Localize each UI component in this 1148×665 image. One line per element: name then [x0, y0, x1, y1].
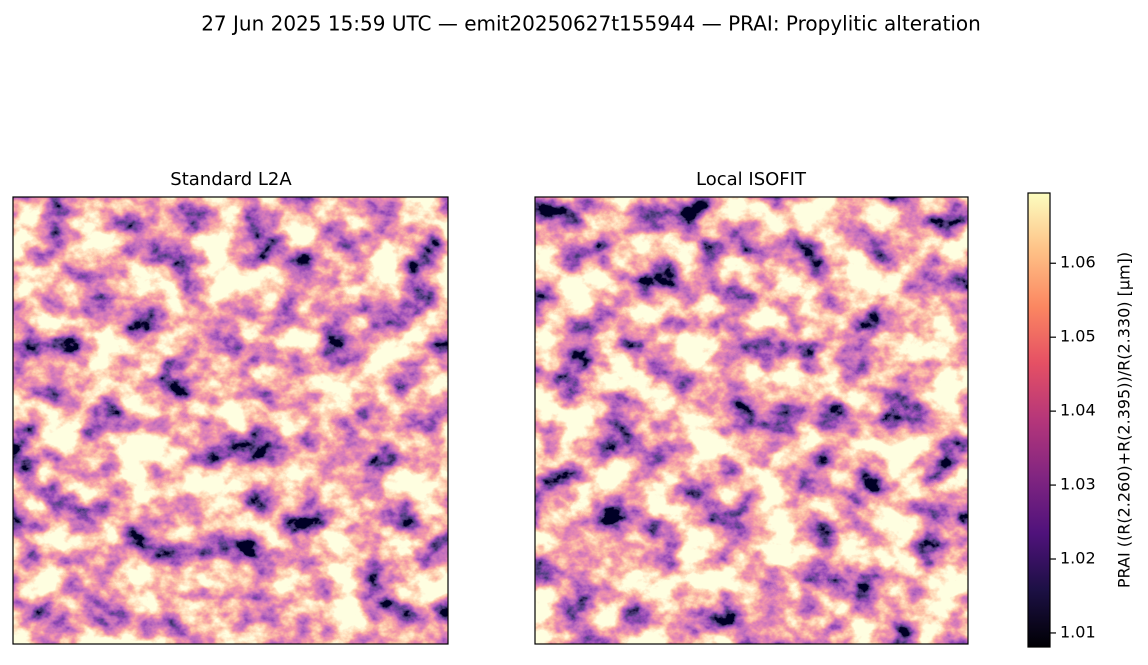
colorbar-tick-label: 1.05 [1060, 327, 1096, 346]
colorbar-label: PRAI ((R(2.260)+R(2.395))/R(2.330) [µm]) [1115, 252, 1134, 588]
image-panel [535, 197, 968, 644]
image-panel [13, 197, 448, 644]
panel-frame [12, 196, 449, 645]
figure-title: 27 Jun 2025 15:59 UTC — emit20250627t155… [201, 12, 981, 36]
panel-frame [534, 196, 969, 645]
colorbar-tick-label: 1.03 [1060, 475, 1096, 494]
panel-title: Local ISOFIT [696, 169, 807, 190]
colorbar-tick-label: 1.06 [1060, 253, 1096, 272]
colorbar-tick-label: 1.01 [1060, 622, 1096, 641]
panel-title: Standard L2A [170, 169, 292, 190]
colorbar-tick-label: 1.04 [1060, 401, 1096, 420]
colorbar [1027, 192, 1051, 648]
colorbar-tick-label: 1.02 [1060, 549, 1096, 568]
